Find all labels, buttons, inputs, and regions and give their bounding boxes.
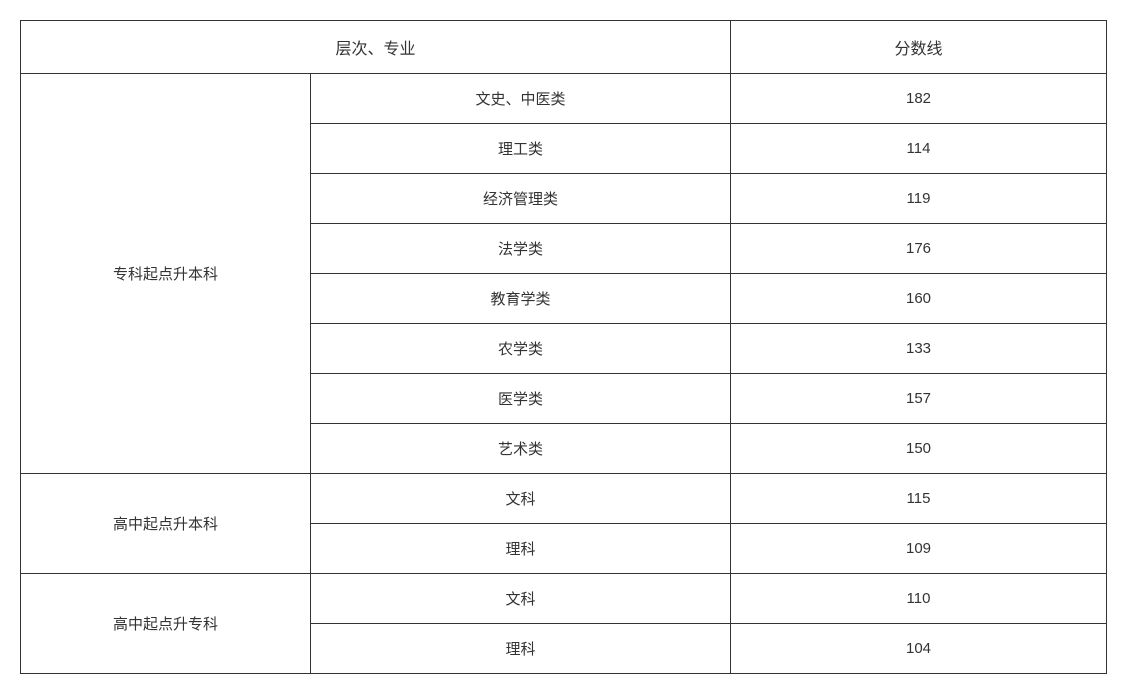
score-cell: 176 (731, 224, 1107, 274)
score-cell: 110 (731, 574, 1107, 624)
score-cell: 157 (731, 374, 1107, 424)
header-score: 分数线 (731, 21, 1107, 74)
score-cell: 182 (731, 74, 1107, 124)
header-level-major: 层次、专业 (21, 21, 731, 74)
major-cell: 理科 (311, 624, 731, 674)
score-cell: 150 (731, 424, 1107, 474)
score-cell: 104 (731, 624, 1107, 674)
table-header-row: 层次、专业 分数线 (21, 21, 1107, 74)
major-cell: 经济管理类 (311, 174, 731, 224)
major-cell: 文科 (311, 474, 731, 524)
level-cell: 高中起点升专科 (21, 574, 311, 674)
major-cell: 理科 (311, 524, 731, 574)
major-cell: 文科 (311, 574, 731, 624)
table-row: 专科起点升本科 文史、中医类 182 (21, 74, 1107, 124)
score-cell: 114 (731, 124, 1107, 174)
score-cell: 119 (731, 174, 1107, 224)
score-table: 层次、专业 分数线 专科起点升本科 文史、中医类 182 理工类 114 经济管… (20, 20, 1107, 674)
score-cell: 109 (731, 524, 1107, 574)
score-cell: 133 (731, 324, 1107, 374)
table-row: 高中起点升本科 文科 115 (21, 474, 1107, 524)
score-cell: 115 (731, 474, 1107, 524)
major-cell: 理工类 (311, 124, 731, 174)
major-cell: 艺术类 (311, 424, 731, 474)
score-cell: 160 (731, 274, 1107, 324)
major-cell: 文史、中医类 (311, 74, 731, 124)
major-cell: 医学类 (311, 374, 731, 424)
table-row: 高中起点升专科 文科 110 (21, 574, 1107, 624)
level-cell: 高中起点升本科 (21, 474, 311, 574)
major-cell: 农学类 (311, 324, 731, 374)
major-cell: 教育学类 (311, 274, 731, 324)
level-cell: 专科起点升本科 (21, 74, 311, 474)
score-table-container: 层次、专业 分数线 专科起点升本科 文史、中医类 182 理工类 114 经济管… (20, 20, 1106, 674)
major-cell: 法学类 (311, 224, 731, 274)
